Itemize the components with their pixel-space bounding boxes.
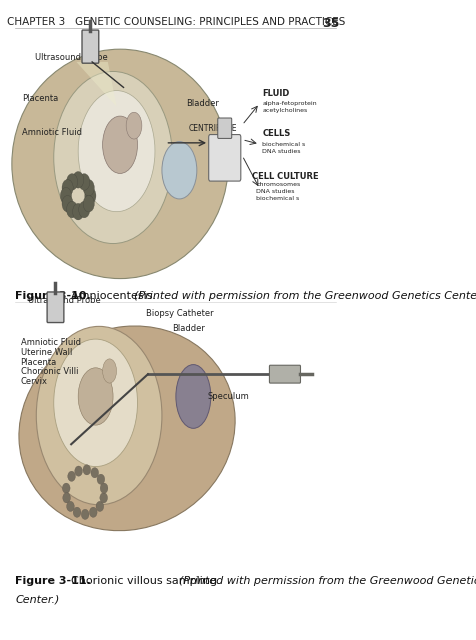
FancyBboxPatch shape: [47, 292, 64, 323]
Text: CENTRIFUGE: CENTRIFUGE: [188, 124, 237, 133]
Text: biochemical s: biochemical s: [262, 141, 305, 147]
Ellipse shape: [73, 507, 81, 517]
Text: CELL CULTURE: CELL CULTURE: [251, 172, 318, 181]
Ellipse shape: [66, 201, 78, 218]
Text: biochemical s: biochemical s: [256, 196, 299, 202]
Text: Amniotic Fluid: Amniotic Fluid: [20, 339, 80, 348]
Ellipse shape: [62, 483, 70, 493]
FancyBboxPatch shape: [269, 365, 300, 383]
Ellipse shape: [102, 116, 137, 173]
Text: Ultrasound Probe: Ultrasound Probe: [34, 53, 107, 62]
Polygon shape: [76, 62, 116, 106]
Ellipse shape: [89, 507, 97, 517]
Ellipse shape: [36, 326, 161, 505]
Text: Chorionic villous sampling.: Chorionic villous sampling.: [63, 576, 220, 586]
Text: FLUID: FLUID: [262, 89, 289, 98]
Ellipse shape: [72, 172, 84, 188]
Text: DNA studies: DNA studies: [262, 148, 300, 154]
Ellipse shape: [62, 195, 73, 212]
FancyBboxPatch shape: [218, 118, 231, 138]
FancyBboxPatch shape: [208, 134, 240, 181]
Text: Cervix: Cervix: [20, 377, 48, 386]
Text: (Printed with permission from the Greenwood Genetics Center.): (Printed with permission from the Greenw…: [127, 291, 476, 301]
Ellipse shape: [83, 195, 94, 212]
Text: CELLS: CELLS: [262, 129, 290, 138]
Ellipse shape: [78, 91, 155, 212]
Ellipse shape: [100, 483, 108, 493]
Text: Biopsy Catheter: Biopsy Catheter: [146, 309, 213, 318]
Text: chromosomes: chromosomes: [256, 182, 300, 188]
Text: Placenta: Placenta: [20, 358, 57, 367]
Text: Chorionic Villi: Chorionic Villi: [20, 367, 78, 376]
Ellipse shape: [12, 49, 228, 278]
Text: Figure 3-10.: Figure 3-10.: [15, 291, 91, 301]
Text: Bladder: Bladder: [172, 324, 205, 333]
Ellipse shape: [79, 173, 89, 190]
Text: acetylcholines: acetylcholines: [262, 108, 307, 113]
Text: Figure 3-11.: Figure 3-11.: [15, 576, 91, 586]
Ellipse shape: [81, 509, 89, 520]
Ellipse shape: [67, 501, 74, 511]
Ellipse shape: [161, 141, 197, 199]
Ellipse shape: [54, 339, 137, 467]
Ellipse shape: [102, 359, 116, 383]
Text: DNA studies: DNA studies: [256, 189, 294, 195]
Ellipse shape: [72, 204, 84, 220]
Ellipse shape: [99, 493, 107, 503]
Text: Amniotic Fluid: Amniotic Fluid: [21, 127, 81, 136]
Ellipse shape: [96, 501, 103, 511]
Ellipse shape: [91, 468, 99, 478]
Text: Uterine Wall: Uterine Wall: [20, 348, 72, 357]
Text: Ultrasound Probe: Ultrasound Probe: [28, 296, 100, 305]
Ellipse shape: [75, 466, 82, 476]
FancyBboxPatch shape: [82, 30, 99, 63]
Ellipse shape: [68, 471, 75, 481]
Text: CHAPTER 3   GENETIC COUNSELING: PRINCIPLES AND PRACTICES: CHAPTER 3 GENETIC COUNSELING: PRINCIPLES…: [7, 17, 344, 28]
Ellipse shape: [85, 188, 96, 204]
Ellipse shape: [78, 368, 113, 425]
Text: Amniocentesis.: Amniocentesis.: [63, 291, 155, 301]
Ellipse shape: [176, 365, 210, 428]
Ellipse shape: [60, 188, 71, 204]
Text: Speculum: Speculum: [207, 392, 248, 401]
Ellipse shape: [83, 179, 94, 196]
Ellipse shape: [97, 474, 105, 484]
Ellipse shape: [63, 493, 70, 503]
Text: alpha-fetoprotein: alpha-fetoprotein: [262, 101, 317, 106]
Ellipse shape: [62, 179, 73, 196]
Ellipse shape: [79, 201, 89, 218]
Ellipse shape: [66, 173, 78, 190]
Ellipse shape: [83, 465, 90, 475]
Text: Placenta: Placenta: [22, 93, 59, 103]
Ellipse shape: [126, 112, 141, 139]
Text: Center.): Center.): [15, 594, 60, 604]
Ellipse shape: [54, 72, 172, 244]
Text: (Printed with permission from the Greenwood Genetics: (Printed with permission from the Greenw…: [172, 576, 476, 586]
Text: 35: 35: [322, 17, 339, 30]
Text: Bladder: Bladder: [186, 99, 219, 108]
Ellipse shape: [19, 326, 235, 531]
